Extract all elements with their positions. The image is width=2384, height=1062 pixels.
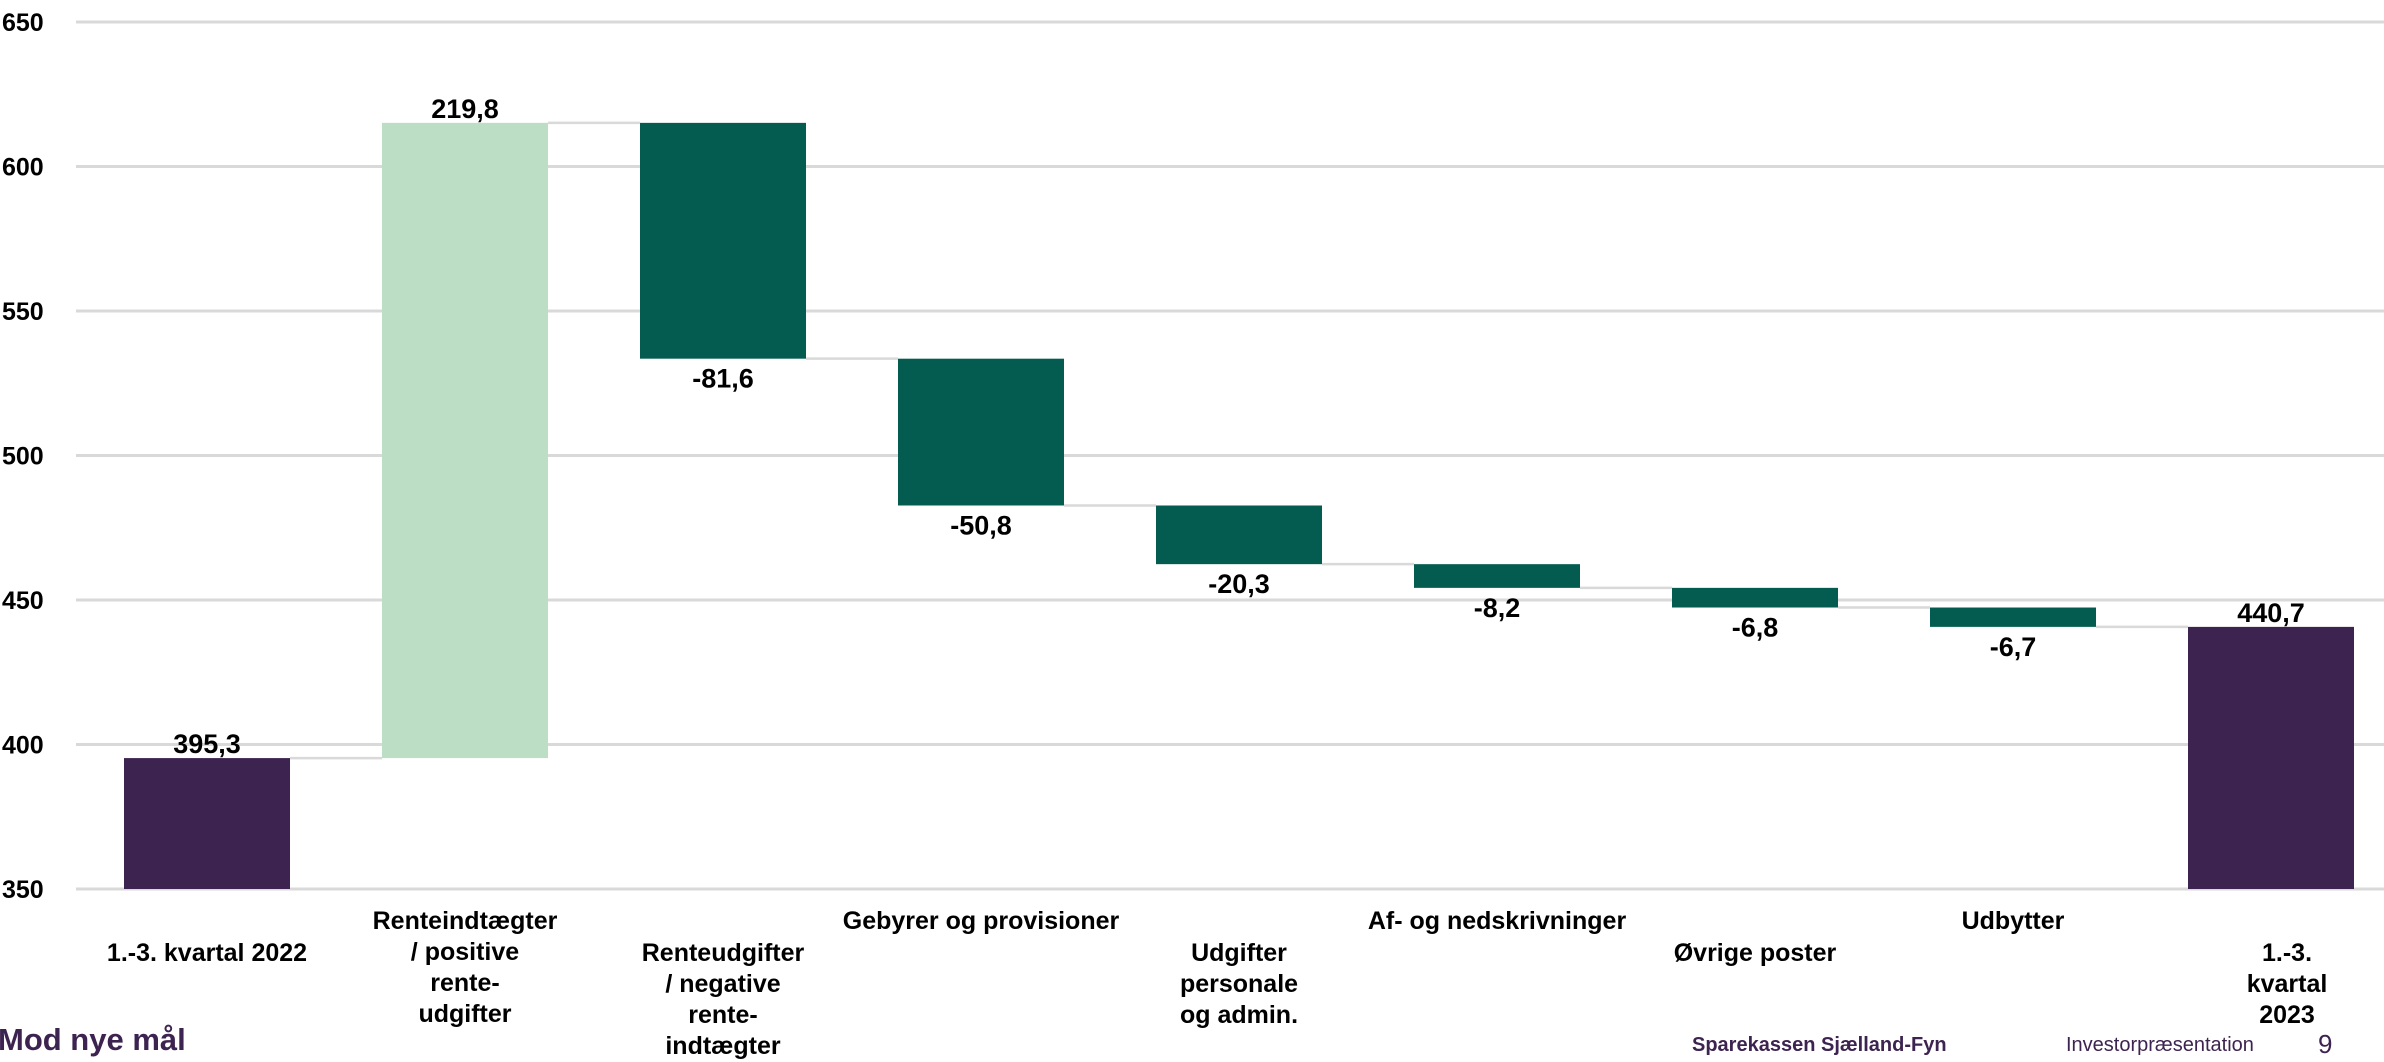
bar-decrease <box>898 358 1064 506</box>
y-tick-label: 400 <box>2 732 44 760</box>
category-label: Udbytter <box>1961 907 2065 935</box>
footer-organization: Sparekassen Sjælland-Fyn <box>1692 1034 1947 1056</box>
category-label: Gebyrer og provisioner <box>842 907 1120 935</box>
bar-total <box>124 758 290 889</box>
footer-brand: Mod nye mål <box>0 1022 186 1057</box>
y-tick-label: 550 <box>2 298 44 326</box>
category-label: 1.-3. kvartal 2023 <box>2246 939 2328 1029</box>
value-label: 440,7 <box>2237 598 2305 628</box>
y-tick-label: 600 <box>2 154 44 182</box>
bar-total <box>2188 626 2354 889</box>
y-tick-label: 650 <box>2 9 44 37</box>
value-label: -6,7 <box>1990 632 2037 662</box>
category-label: Af- og nedskrivninger <box>1367 907 1627 935</box>
category-label: Renteudgifter / negative rente- indtægte… <box>641 939 805 1060</box>
y-tick-label: 350 <box>2 876 44 904</box>
value-label: -81,6 <box>692 364 754 394</box>
bar-decrease <box>1414 564 1580 588</box>
bar-decrease <box>1672 587 1838 608</box>
category-label: Øvrige poster <box>1673 939 1837 967</box>
footer-document-title: Investorpræsentation <box>2066 1034 2254 1056</box>
bar-decrease <box>640 122 806 359</box>
y-tick-label: 500 <box>2 443 44 471</box>
bar-decrease <box>1156 505 1322 565</box>
y-tick-label: 450 <box>2 587 44 615</box>
value-label: -6,8 <box>1732 613 1779 643</box>
value-label: -50,8 <box>950 510 1012 540</box>
category-label: Renteindtægter / positive rente- udgifte… <box>372 907 558 1028</box>
bar-decrease <box>1930 607 2096 627</box>
footer-page-number: 9 <box>2318 1029 2333 1059</box>
value-label: 395,3 <box>173 729 241 759</box>
value-label: 219,8 <box>431 94 499 124</box>
category-label: Udgifter personale og admin. <box>1179 939 1299 1029</box>
value-label: -20,3 <box>1208 569 1270 599</box>
value-label: -8,2 <box>1474 593 1521 623</box>
category-label: 1.-3. kvartal 2022 <box>106 939 308 967</box>
bar-increase <box>382 122 548 759</box>
